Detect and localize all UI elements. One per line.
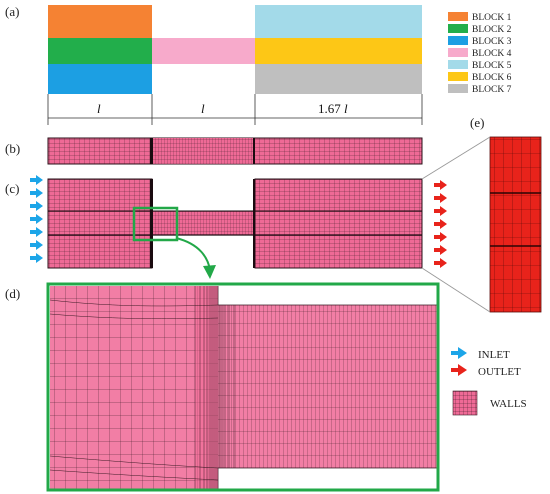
zoom-highlight-box <box>132 206 179 242</box>
walls-key-label: WALLS <box>490 398 527 410</box>
bc-key: INLET OUTLET WALLS <box>451 347 527 416</box>
legend-label-4: BLOCK 4 <box>472 49 512 59</box>
block-5 <box>255 5 422 38</box>
outlet-arrows <box>434 180 447 268</box>
block-legend: BLOCK 1 BLOCK 2 BLOCK 3 BLOCK 4 BLOCK 5 … <box>448 12 512 95</box>
dimension-label-2: l <box>201 101 205 116</box>
detail-projection-lines <box>421 136 491 313</box>
panel-c-label: (c) <box>5 181 19 196</box>
block-2 <box>48 38 152 64</box>
zoom-pointer-arrowhead <box>203 265 216 279</box>
inlet-key-label: INLET <box>478 349 510 361</box>
legend-swatch-6 <box>448 72 468 81</box>
panel-d-label: (d) <box>5 286 20 301</box>
block-6 <box>255 38 422 64</box>
dimension-lines <box>47 94 423 125</box>
mesh-side-view <box>47 178 423 269</box>
legend-label-7: BLOCK 7 <box>472 85 512 95</box>
zoom-detail-mesh <box>49 286 437 489</box>
outlet-key-label: OUTLET <box>478 366 521 378</box>
block-7 <box>255 64 422 94</box>
panel-a-label: (a) <box>5 4 19 19</box>
block-3 <box>48 64 152 94</box>
outlet-detail-mesh <box>489 136 542 313</box>
inlet-arrows <box>30 175 43 263</box>
outlet-key-icon <box>451 364 467 376</box>
block-4 <box>152 38 255 64</box>
mesh-top-view <box>47 137 423 165</box>
legend-label-3: BLOCK 3 <box>472 37 512 47</box>
panel-b-label: (b) <box>5 141 20 156</box>
legend-swatch-2 <box>448 24 468 33</box>
legend-label-2: BLOCK 2 <box>472 25 512 35</box>
panel-e-label: (e) <box>470 115 484 130</box>
legend-swatch-7 <box>448 84 468 93</box>
legend-label-1: BLOCK 1 <box>472 13 512 23</box>
legend-swatch-5 <box>448 60 468 69</box>
block-layout <box>48 5 422 94</box>
legend-swatch-1 <box>448 12 468 21</box>
zoom-pointer-arrow <box>175 237 211 271</box>
legend-label-5: BLOCK 5 <box>472 61 512 71</box>
dimension-label-3: 1.67 l <box>318 101 348 116</box>
block-1 <box>48 5 152 38</box>
inlet-key-icon <box>451 347 467 359</box>
legend-label-6: BLOCK 6 <box>472 73 512 83</box>
zoom-detail-frame <box>46 282 440 492</box>
dimension-label-1: l <box>97 101 101 116</box>
walls-key-icon <box>452 390 478 416</box>
legend-swatch-4 <box>448 48 468 57</box>
legend-swatch-3 <box>448 36 468 45</box>
